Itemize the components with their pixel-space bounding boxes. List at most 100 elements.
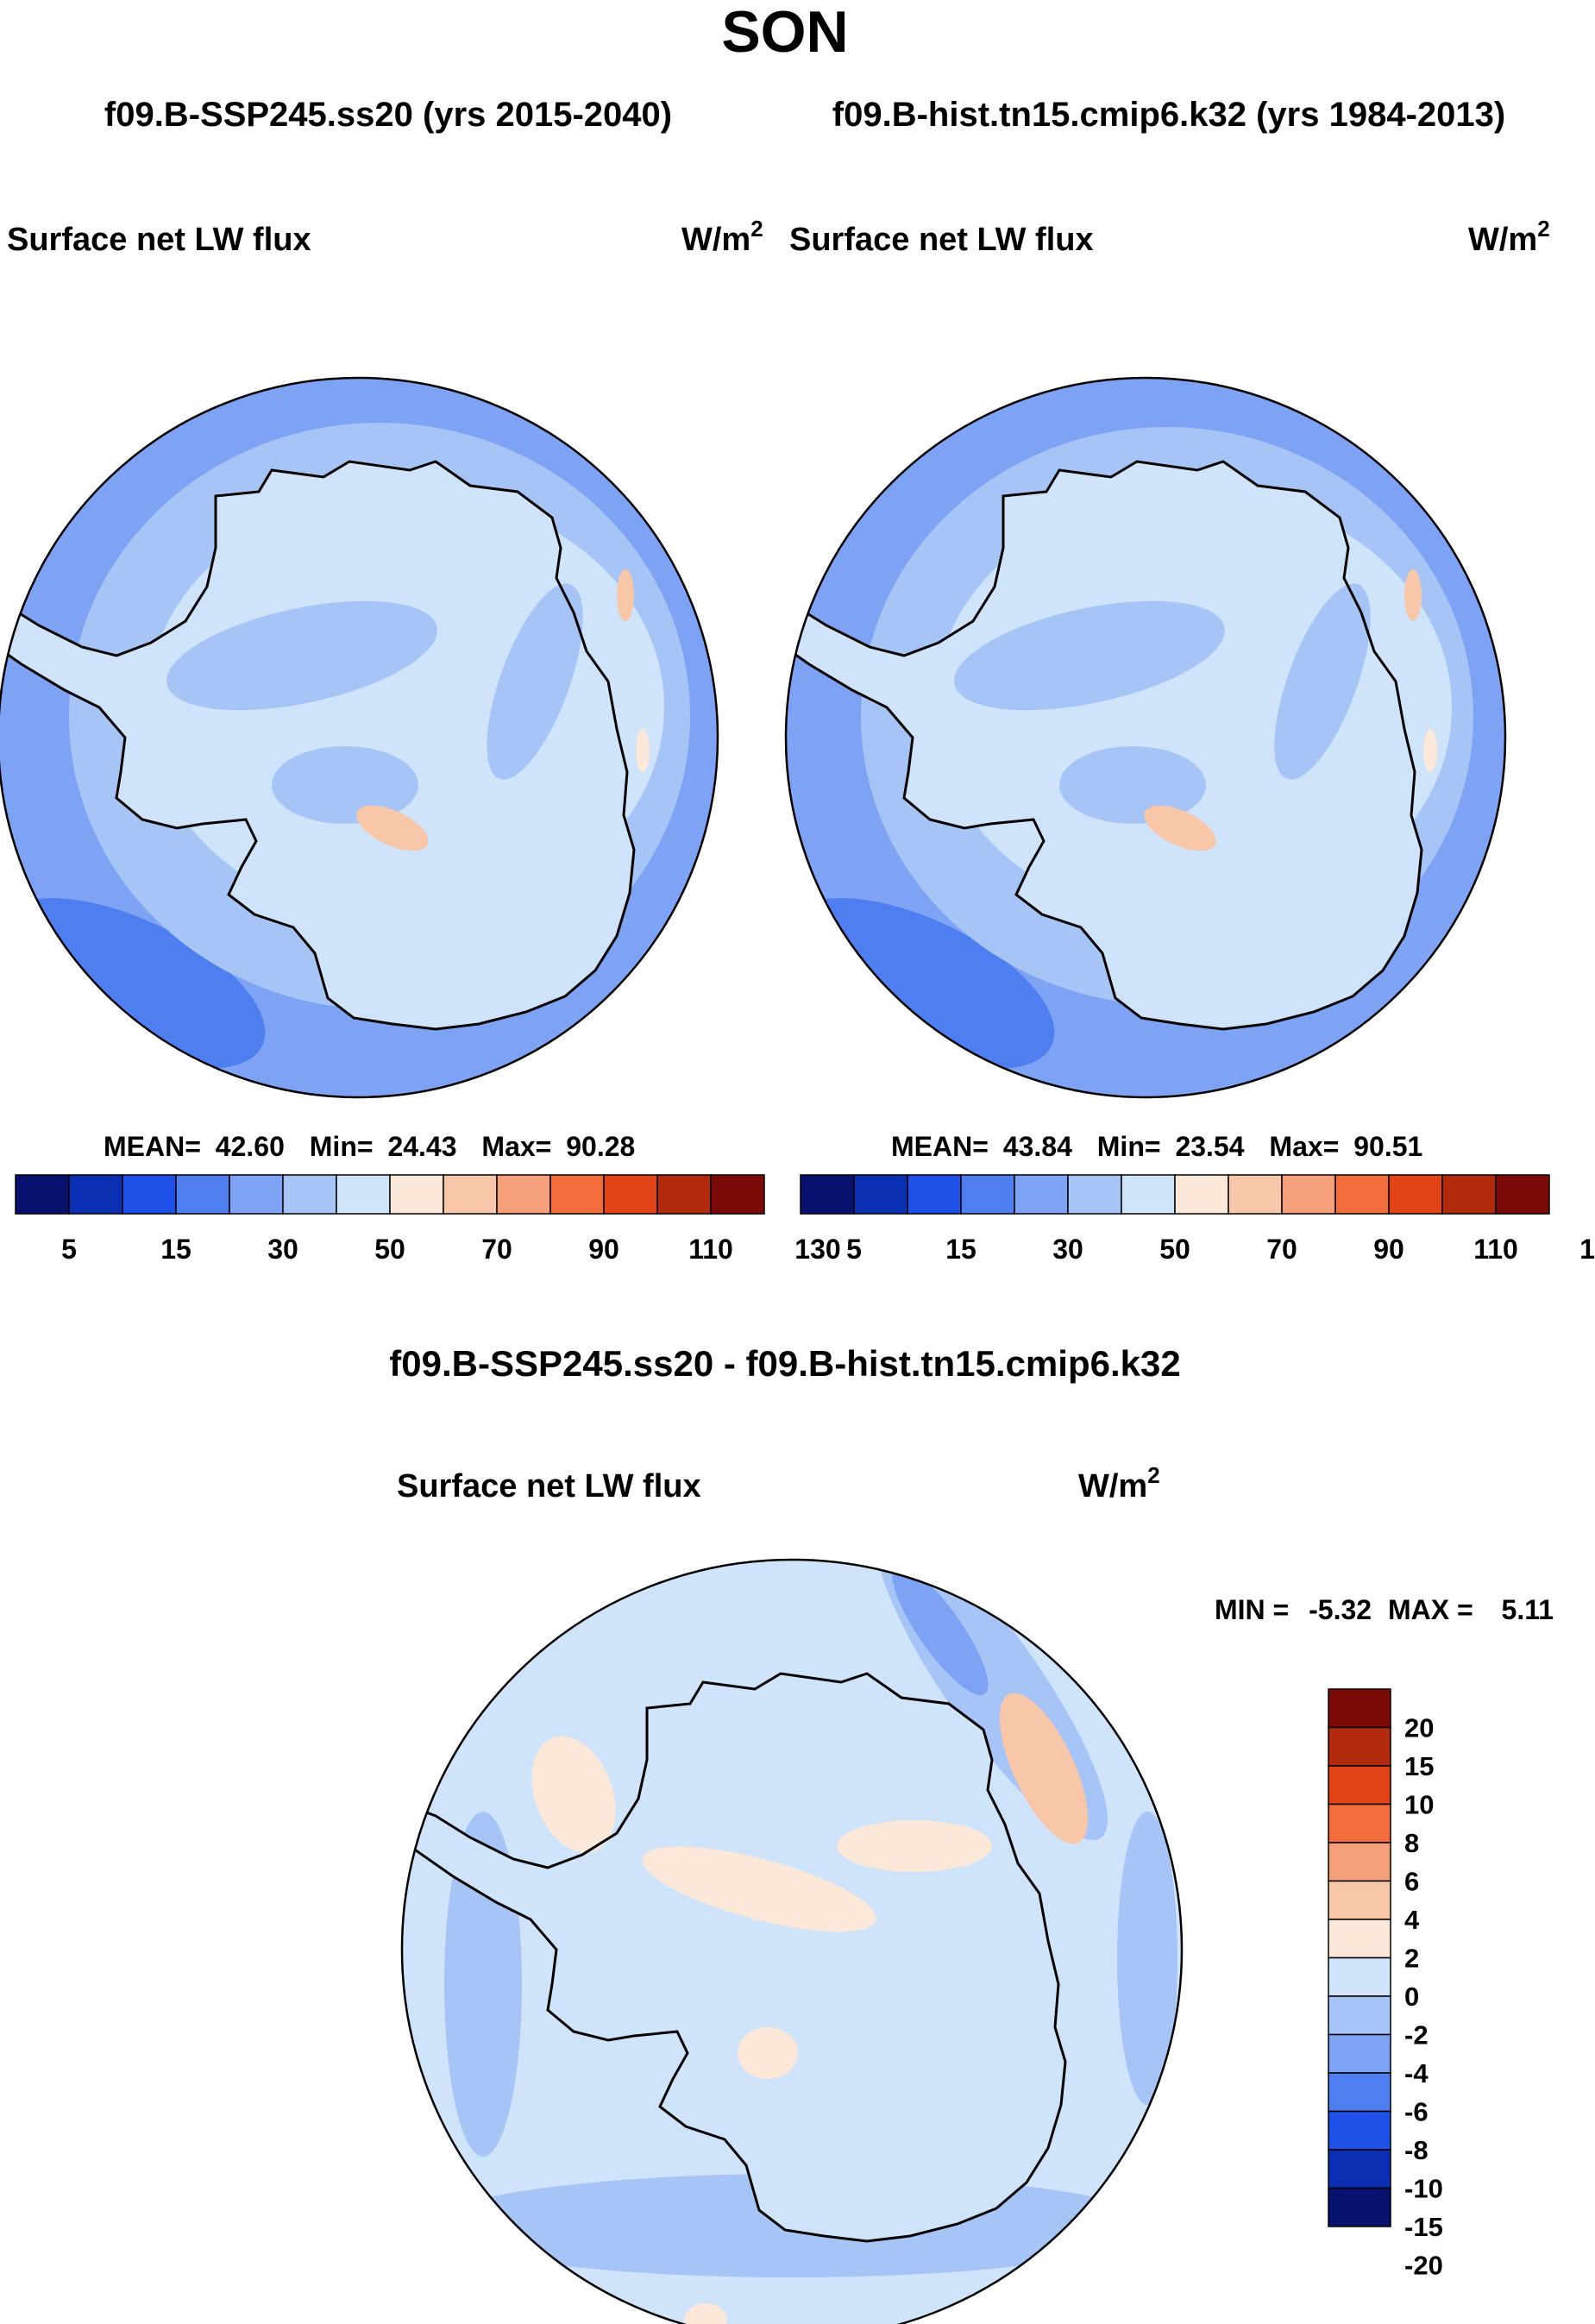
diff-colorbar-box xyxy=(1328,1842,1391,1882)
diff-colorbar-box xyxy=(1328,2149,1391,2189)
left-colorbar-box xyxy=(229,1174,284,1215)
left-colorbar-tick-label: 50 xyxy=(374,1234,405,1265)
diff-stats: MIN = -5.32 MAX = 5.11 xyxy=(1215,1594,1554,1625)
left-map xyxy=(0,376,719,1099)
diff-colorbar-tick-label: 10 xyxy=(1404,1790,1434,1820)
right-variable-label: Surface net LW flux xyxy=(789,222,1094,258)
left-map-warm-patch-2 xyxy=(617,569,634,621)
right-stats: MEAN= 43.84 Min= 23.54 Max= 90.51 xyxy=(891,1131,1422,1162)
right-map-land-blue-2 xyxy=(1274,583,1371,780)
left-colorbar-box xyxy=(710,1174,765,1215)
diff-colorbar-tick-label: -6 xyxy=(1404,2097,1429,2127)
left-colorbar-box xyxy=(443,1174,498,1215)
right-colorbar-box xyxy=(1495,1174,1550,1215)
diff-title: f09.B-SSP245.ss20 - f09.B-hist.tn15.cmip… xyxy=(389,1343,1180,1384)
right-units-label: W/m2 xyxy=(1468,216,1550,258)
diff-map xyxy=(400,1558,1184,2324)
diff-colorbar-box xyxy=(1328,1919,1391,1959)
left-colorbar-tick-label: 110 xyxy=(688,1234,733,1265)
subtitle-case-b: f09.B-hist.tn15.cmip6.k32 (yrs 1984-2013… xyxy=(832,96,1505,134)
diff-colorbar-tick-label: 20 xyxy=(1404,1713,1434,1743)
diff-map-warm-patch-4 xyxy=(837,1820,992,1872)
left-map-land-blue-3 xyxy=(272,746,418,824)
left-colorbar-tick-label: 15 xyxy=(160,1234,192,1265)
diff-colorbar-tick-label: 0 xyxy=(1404,1982,1419,2012)
right-colorbar-box xyxy=(1014,1174,1069,1215)
diff-colorbar-tick-label: 8 xyxy=(1404,1828,1419,1858)
left-variable-label: Surface net LW flux xyxy=(7,222,311,258)
right-map-land-blue-3 xyxy=(1059,746,1206,824)
right-colorbar-box xyxy=(960,1174,1015,1215)
right-map-warm-patch-3 xyxy=(1423,729,1437,772)
subtitle-case-a: f09.B-SSP245.ss20 (yrs 2015-2040) xyxy=(104,96,672,134)
left-map-land-blue-1 xyxy=(166,600,437,711)
right-map-warm-patch-2 xyxy=(1404,569,1422,621)
left-units-label: W/m2 xyxy=(681,216,763,258)
left-map-land-blue-2 xyxy=(487,583,583,780)
right-map xyxy=(784,376,1507,1099)
diff-colorbar-box xyxy=(1328,1726,1391,1767)
right-colorbar-tick-label: 15 xyxy=(945,1234,976,1265)
left-colorbar-box xyxy=(122,1174,177,1215)
diff-colorbar-box xyxy=(1328,1957,1391,1997)
diff-colorbar-tick-label: -8 xyxy=(1404,2135,1429,2165)
right-colorbar-tick-label: 50 xyxy=(1159,1234,1190,1265)
right-colorbar-box xyxy=(1281,1174,1336,1215)
right-colorbar-box xyxy=(1334,1174,1390,1215)
diff-colorbar-tick-label: 2 xyxy=(1404,1944,1419,1974)
right-colorbar-box xyxy=(1441,1174,1497,1215)
right-colorbar-box xyxy=(1121,1174,1176,1215)
diff-colorbar-box xyxy=(1328,2187,1391,2227)
diff-map-warm-patch-1 xyxy=(531,1736,616,1853)
right-colorbar-box xyxy=(1228,1174,1283,1215)
right-map-warm-patch-1 xyxy=(1144,805,1216,851)
left-colorbar-tick-label: 5 xyxy=(61,1234,77,1265)
left-colorbar-tick-label: 70 xyxy=(481,1234,512,1265)
diff-colorbar-box xyxy=(1328,1880,1391,1920)
right-map-deep-patch-sw xyxy=(786,898,1055,1069)
left-colorbar-box xyxy=(175,1174,230,1215)
diff-units-label: W/m2 xyxy=(1078,1462,1160,1504)
diff-map-blue-band-ne-dark xyxy=(892,1565,989,1696)
right-colorbar-tick-label: 70 xyxy=(1266,1234,1297,1265)
left-colorbar-box xyxy=(496,1174,551,1215)
diff-map-warm-patch-3 xyxy=(642,1846,876,1932)
right-colorbar-box xyxy=(853,1174,908,1215)
left-colorbar-box xyxy=(389,1174,444,1215)
left-colorbar-box xyxy=(603,1174,658,1215)
diff-colorbar-tick-label: 15 xyxy=(1404,1751,1434,1781)
diff-colorbar-box xyxy=(1328,2072,1391,2113)
left-colorbar-tick-label: 30 xyxy=(267,1234,298,1265)
diff-map-warm-patch-2 xyxy=(999,1693,1089,1844)
diff-colorbar-tick-label: -2 xyxy=(1404,2020,1429,2051)
figure-title: SON xyxy=(721,0,848,65)
right-colorbar-box xyxy=(1174,1174,1229,1215)
diff-colorbar-tick-label: -20 xyxy=(1404,2251,1443,2281)
diff-colorbar-box xyxy=(1328,1765,1391,1806)
right-colorbar-box xyxy=(907,1174,962,1215)
diff-map-warm-patch-5 xyxy=(738,2027,798,2079)
diff-colorbar-box xyxy=(1328,1995,1391,2036)
diff-colorbar-tick-label: -15 xyxy=(1404,2212,1443,2242)
left-colorbar-box xyxy=(282,1174,337,1215)
diff-colorbar-box xyxy=(1328,1803,1391,1843)
right-colorbar-tick-label: 5 xyxy=(846,1234,862,1265)
diff-colorbar-box xyxy=(1328,2033,1391,2074)
left-stats: MEAN= 42.60 Min= 24.43 Max= 90.28 xyxy=(104,1131,635,1162)
diff-colorbar-box xyxy=(1328,1688,1391,1729)
left-colorbar-box xyxy=(68,1174,123,1215)
diff-map-warm-patch-6 xyxy=(684,2303,727,2324)
right-colorbar-box xyxy=(800,1174,855,1215)
right-colorbar-tick-label: 110 xyxy=(1473,1234,1518,1265)
right-colorbar: 5 15 30 50 70 90 110 130 xyxy=(800,1174,1595,1265)
left-colorbar-box xyxy=(656,1174,712,1215)
right-colorbar-box xyxy=(1388,1174,1443,1215)
left-colorbar-box xyxy=(549,1174,605,1215)
left-map-warm-patch-1 xyxy=(356,805,429,851)
diff-colorbar-tick-label: -4 xyxy=(1404,2058,1429,2088)
diff-map-blue-ring-e xyxy=(1117,1812,1177,2105)
diff-map-border xyxy=(400,1558,1184,2324)
diff-variable-label: Surface net LW flux xyxy=(397,1468,701,1504)
